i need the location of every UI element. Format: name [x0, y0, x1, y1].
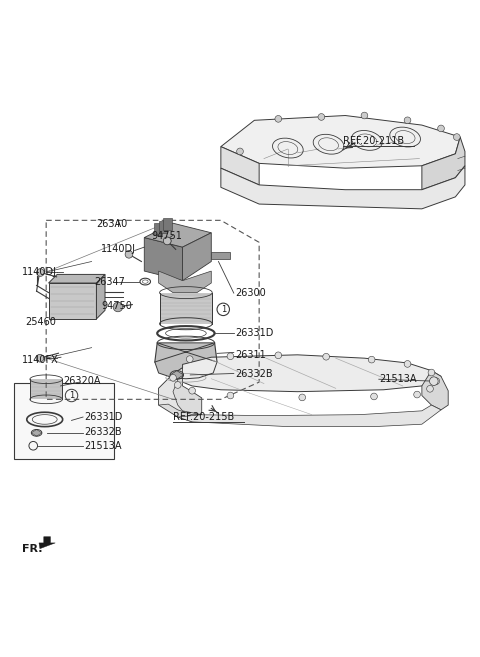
Circle shape	[227, 353, 234, 359]
Text: REF.20-211B: REF.20-211B	[343, 136, 404, 146]
Bar	[158, 221, 167, 233]
Circle shape	[36, 269, 44, 277]
Text: 26300: 26300	[235, 288, 266, 298]
Circle shape	[433, 378, 440, 384]
Polygon shape	[158, 374, 441, 426]
Text: 263A0: 263A0	[96, 219, 128, 229]
Polygon shape	[158, 271, 211, 292]
Circle shape	[438, 125, 444, 132]
Circle shape	[174, 382, 181, 388]
Polygon shape	[211, 252, 230, 259]
Circle shape	[163, 237, 171, 245]
Polygon shape	[39, 537, 55, 549]
Text: 94751: 94751	[152, 231, 182, 241]
Circle shape	[404, 361, 411, 367]
Polygon shape	[221, 147, 259, 185]
Polygon shape	[221, 166, 465, 209]
Circle shape	[318, 114, 324, 120]
Text: 1140DJ: 1140DJ	[101, 244, 136, 254]
Circle shape	[323, 353, 329, 360]
Text: 25460: 25460	[25, 317, 57, 327]
Polygon shape	[422, 371, 448, 410]
Text: 1140DJ: 1140DJ	[22, 267, 57, 277]
Polygon shape	[182, 233, 211, 281]
Polygon shape	[30, 379, 62, 399]
Text: 1140FX: 1140FX	[22, 355, 59, 365]
Text: 21513A: 21513A	[379, 374, 416, 384]
Text: 26332B: 26332B	[235, 369, 273, 379]
Polygon shape	[159, 292, 212, 324]
Circle shape	[169, 374, 176, 381]
Circle shape	[299, 394, 306, 401]
Circle shape	[368, 356, 375, 363]
Circle shape	[427, 386, 433, 392]
Text: 26332B: 26332B	[84, 427, 122, 437]
Circle shape	[113, 302, 123, 312]
Bar	[163, 218, 172, 231]
Polygon shape	[144, 238, 182, 281]
Polygon shape	[48, 283, 96, 319]
Circle shape	[163, 237, 171, 245]
Polygon shape	[155, 343, 217, 378]
Polygon shape	[422, 137, 465, 190]
Circle shape	[36, 354, 44, 362]
Text: 1: 1	[221, 305, 226, 314]
Circle shape	[275, 116, 282, 122]
Text: 26311: 26311	[235, 350, 266, 360]
Text: 21513A: 21513A	[84, 441, 122, 451]
Polygon shape	[144, 223, 211, 247]
Text: 26320A: 26320A	[63, 376, 100, 386]
Circle shape	[361, 112, 368, 119]
Text: 94750: 94750	[101, 302, 132, 311]
Circle shape	[404, 117, 411, 124]
Circle shape	[227, 392, 234, 399]
Circle shape	[428, 369, 435, 376]
Text: REF.20-215B: REF.20-215B	[173, 411, 234, 422]
Polygon shape	[48, 275, 105, 283]
Polygon shape	[96, 275, 105, 319]
Circle shape	[237, 148, 243, 155]
Circle shape	[125, 250, 133, 258]
Polygon shape	[31, 430, 42, 436]
Circle shape	[414, 391, 420, 398]
Circle shape	[275, 352, 282, 359]
Text: 26347: 26347	[94, 277, 125, 287]
Circle shape	[186, 356, 193, 363]
Polygon shape	[170, 371, 183, 379]
Text: 26331D: 26331D	[84, 412, 123, 422]
Circle shape	[371, 393, 377, 400]
Text: 26331D: 26331D	[235, 328, 274, 338]
Polygon shape	[221, 116, 460, 168]
Circle shape	[189, 388, 195, 394]
Bar	[154, 223, 162, 235]
Text: 1: 1	[69, 391, 74, 400]
Polygon shape	[173, 355, 441, 392]
Polygon shape	[158, 368, 202, 422]
Text: FR.: FR.	[22, 543, 43, 554]
Circle shape	[430, 377, 438, 386]
Bar	[13, 383, 114, 459]
Circle shape	[454, 134, 460, 141]
